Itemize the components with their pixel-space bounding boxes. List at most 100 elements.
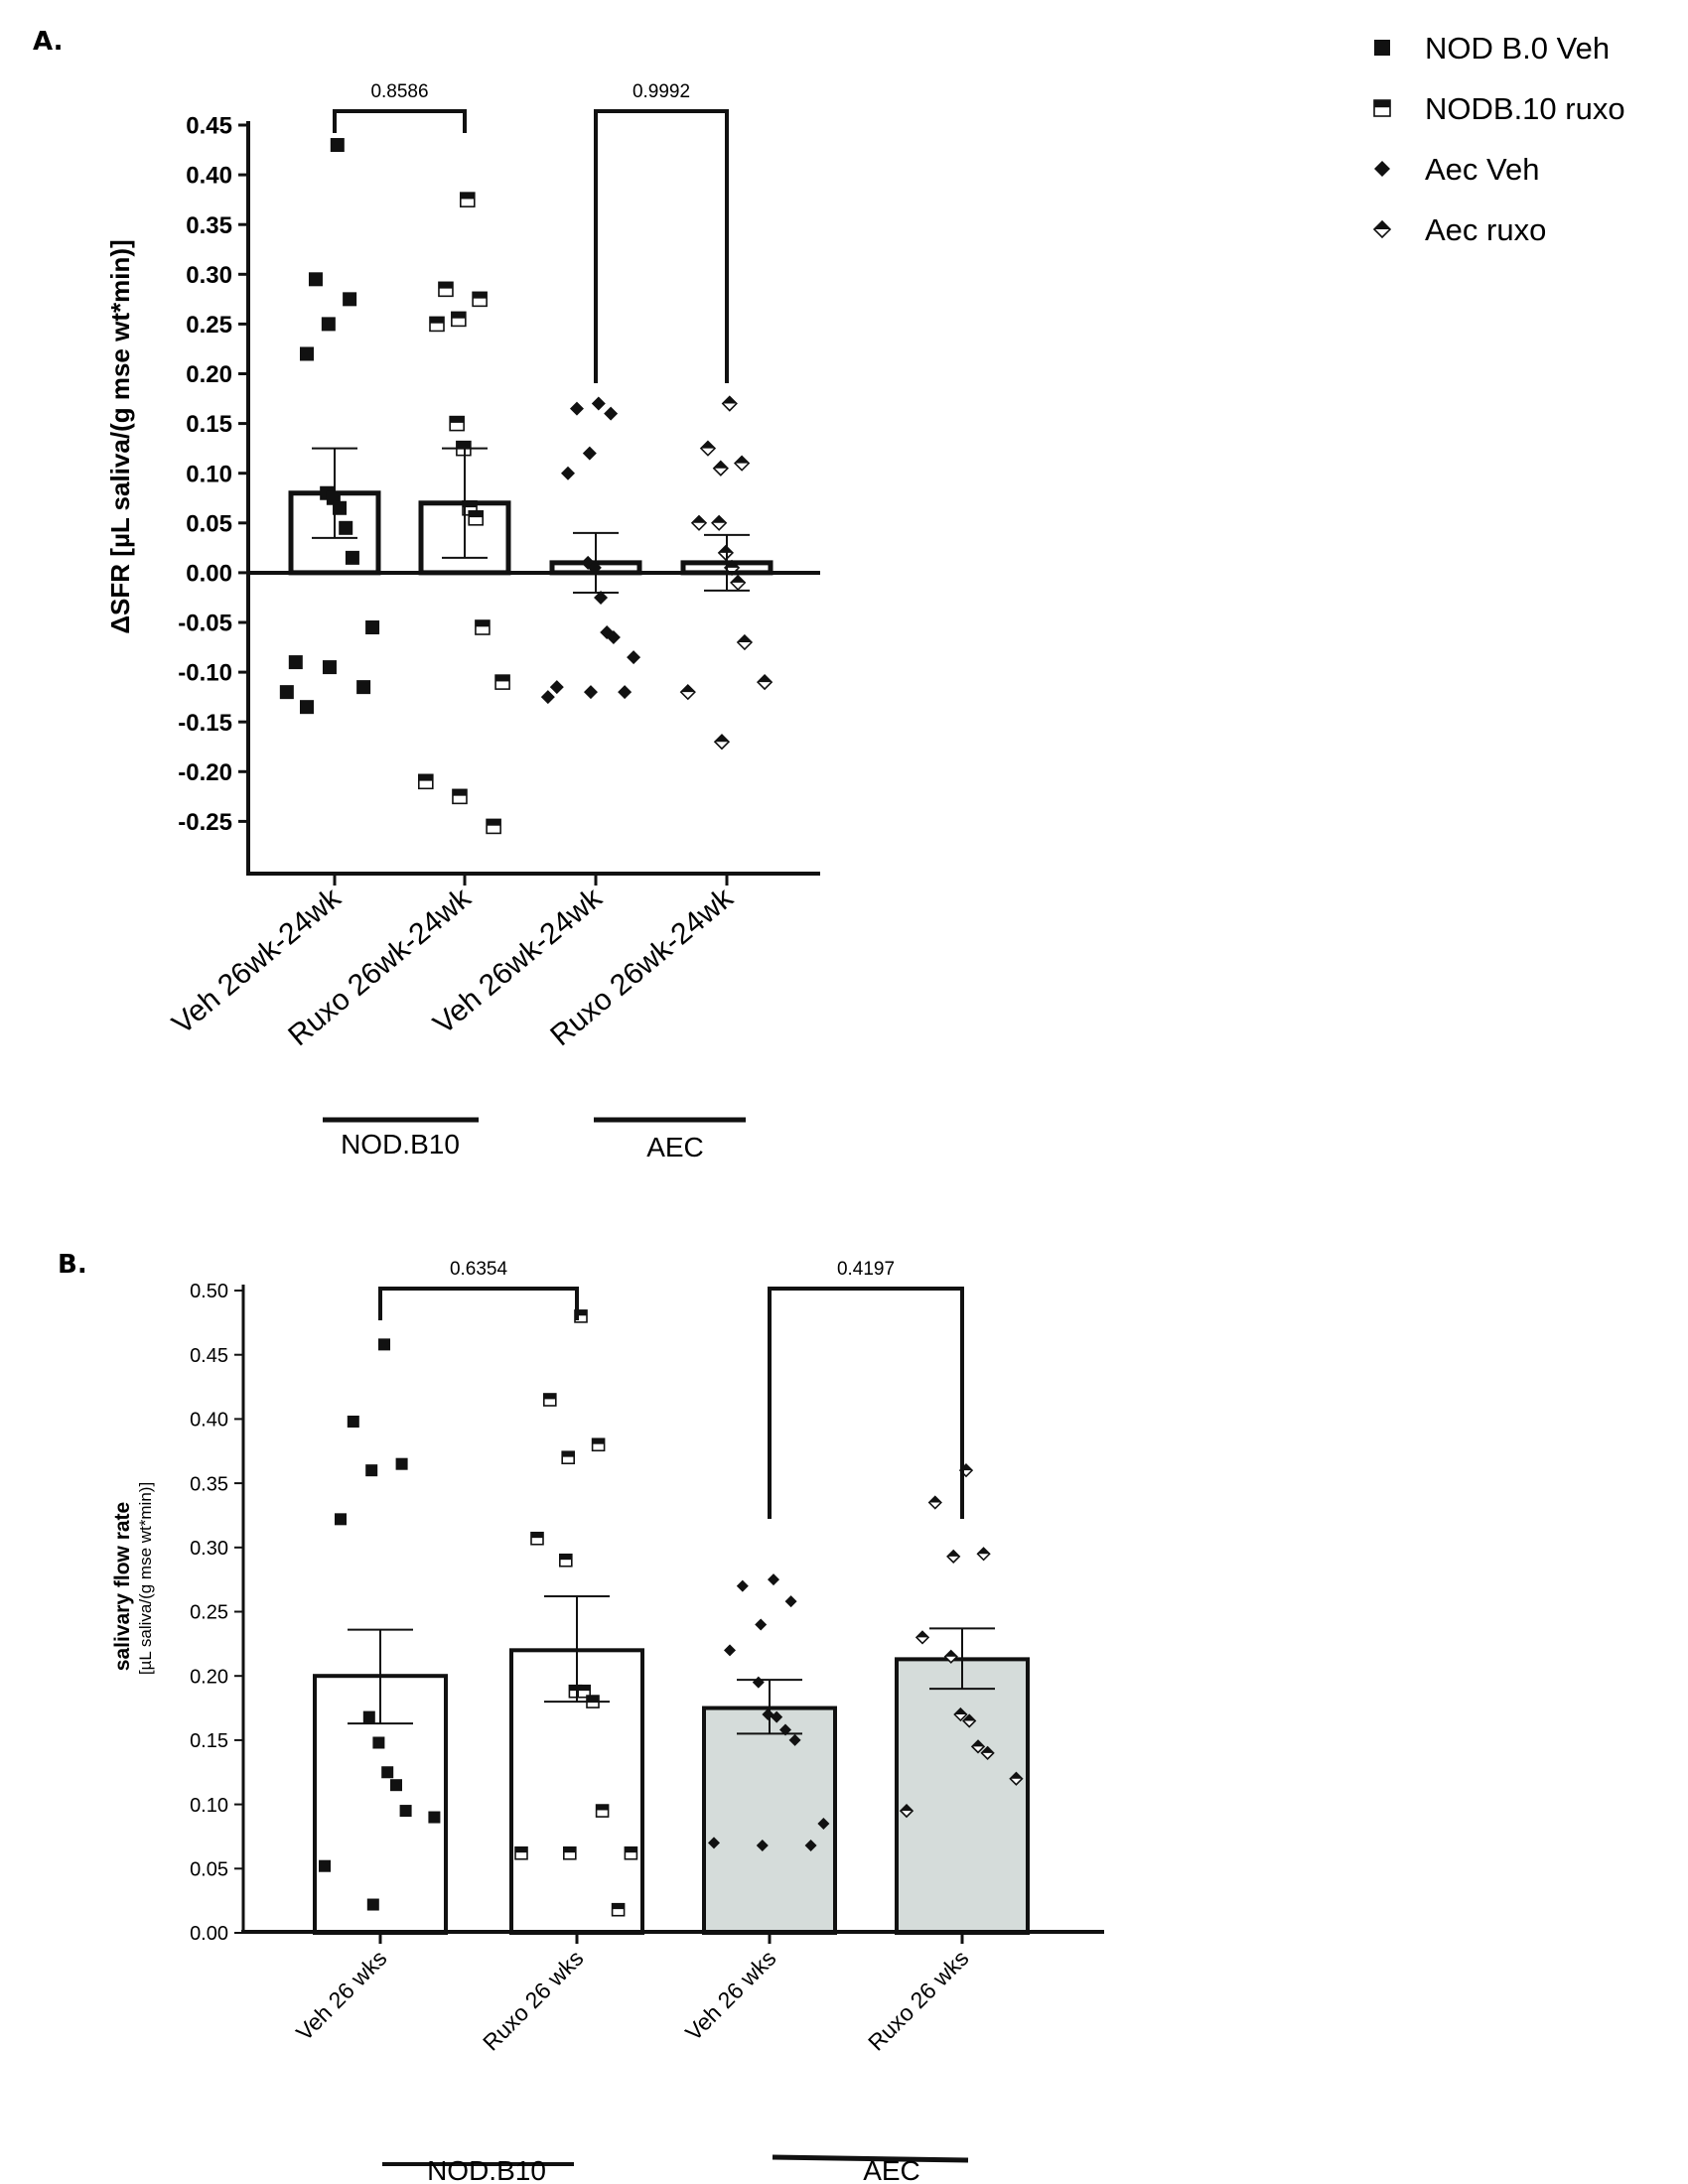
data-point xyxy=(472,291,488,308)
y-tick-label: -0.10 xyxy=(178,660,232,687)
data-point xyxy=(679,684,696,701)
data-point xyxy=(343,292,357,307)
y-tick-label: 0.20 xyxy=(190,1666,228,1688)
data-point xyxy=(378,1338,390,1351)
data-point xyxy=(530,1531,544,1546)
data-point xyxy=(624,1845,638,1860)
comparison-p-value: 0.6354 xyxy=(450,1259,508,1280)
data-point xyxy=(365,1464,378,1477)
legend-marker-icon xyxy=(1374,40,1390,56)
y-tick-label: -0.25 xyxy=(178,809,232,836)
data-point xyxy=(762,1708,774,1721)
x-category-label: Ruxo 26 wks xyxy=(478,1945,588,2055)
panel-a-y-axis-label: ΔSFR [µL saliva/(g mse wt*min)] xyxy=(105,239,135,633)
data-point xyxy=(582,446,597,461)
legend: NOD B.0 Veh NODB.10 ruxo Aec Veh Aec ruxo xyxy=(1372,31,1625,247)
data-point xyxy=(804,1840,817,1852)
y-tick-label: -0.05 xyxy=(178,611,232,637)
data-point xyxy=(713,734,731,751)
comparison-bracket xyxy=(333,109,467,133)
data-point xyxy=(356,680,371,695)
data-point xyxy=(976,1547,991,1562)
data-point xyxy=(953,1706,968,1722)
data-point xyxy=(980,1745,995,1760)
data-point xyxy=(366,1898,379,1911)
comparison-bracket xyxy=(594,109,729,383)
data-point xyxy=(365,620,380,635)
data-point xyxy=(724,1644,736,1657)
panel-b-group-label-aec: AEC xyxy=(863,2155,920,2184)
data-point xyxy=(362,1710,375,1723)
panel-a-chart: A. ΔSFR [µL saliva/(g mse wt*min)] 0.450… xyxy=(33,27,820,1162)
data-point xyxy=(721,395,738,412)
data-point xyxy=(542,1393,557,1407)
data-point xyxy=(962,1713,977,1728)
y-tick-label: 0.05 xyxy=(186,510,232,537)
data-point xyxy=(730,574,747,592)
data-point xyxy=(943,1649,958,1664)
data-point xyxy=(606,630,621,645)
data-point xyxy=(395,1457,408,1470)
legend-item: Aec Veh xyxy=(1374,152,1539,187)
y-tick-label: 0.40 xyxy=(186,163,232,190)
data-point xyxy=(558,1553,573,1568)
data-point xyxy=(381,1766,394,1779)
data-point xyxy=(914,1630,930,1645)
data-point xyxy=(927,1495,942,1510)
data-point xyxy=(618,685,633,700)
data-point xyxy=(438,281,454,298)
data-point xyxy=(595,1804,610,1818)
data-point xyxy=(690,514,708,531)
comparison-bracket xyxy=(768,1287,964,1519)
data-point xyxy=(451,311,467,328)
bar-3 xyxy=(895,1657,1030,1936)
data-point xyxy=(339,520,353,535)
panel-a-y-ticks: 0.45 0.40 0.35 0.30 0.25 0.20 0.15 0.10 0.05 0.00… xyxy=(178,113,248,836)
data-point xyxy=(459,192,476,207)
data-point xyxy=(549,680,564,695)
data-point xyxy=(788,1733,801,1746)
y-tick-label: 0.50 xyxy=(190,1281,228,1302)
data-point xyxy=(308,272,323,287)
legend-label: NOD B.0 Veh xyxy=(1425,31,1610,66)
data-point xyxy=(569,401,584,416)
comparison-p-value: 0.8586 xyxy=(370,81,428,102)
legend-item: Aec ruxo xyxy=(1372,212,1546,247)
data-point xyxy=(514,1845,528,1860)
data-point xyxy=(333,500,348,515)
y-tick-label: 0.15 xyxy=(186,411,232,438)
data-point xyxy=(756,1840,769,1852)
data-point xyxy=(627,650,641,665)
y-tick-label: 0.40 xyxy=(190,1410,228,1432)
data-point xyxy=(561,466,575,480)
x-category-label: Veh 26 wks xyxy=(291,1945,392,2046)
y-tick-label: -0.15 xyxy=(178,710,232,737)
comparison-p-value: 0.4197 xyxy=(837,1259,895,1280)
data-point xyxy=(399,1805,412,1818)
data-point xyxy=(756,673,774,691)
data-point xyxy=(335,1513,347,1526)
data-point xyxy=(970,1739,986,1754)
panel-a-error-bars xyxy=(312,447,750,594)
data-point xyxy=(736,1579,749,1592)
data-point xyxy=(591,396,606,411)
panel-b-y-ticks: 0.50 0.45 0.40 0.35 0.30 0.25 0.20 0.15 0.10 0.05… xyxy=(190,1281,243,1945)
data-point xyxy=(784,1595,797,1608)
panel-b-comparisons: 0.6354 0.4197 xyxy=(378,1259,964,1519)
legend-label: Aec ruxo xyxy=(1425,212,1546,247)
panel-a-bars xyxy=(288,490,774,576)
data-point xyxy=(591,1437,606,1452)
data-point xyxy=(562,1845,577,1860)
data-point xyxy=(322,660,337,675)
data-point xyxy=(611,1902,626,1917)
data-point xyxy=(372,1736,385,1749)
data-point xyxy=(347,1415,359,1428)
data-point xyxy=(300,700,314,715)
x-category-label: Veh 26 wks xyxy=(680,1945,781,2046)
data-point xyxy=(583,685,598,700)
data-point xyxy=(594,590,609,605)
data-point xyxy=(540,690,555,705)
data-point xyxy=(417,773,434,790)
data-point xyxy=(899,1803,914,1819)
